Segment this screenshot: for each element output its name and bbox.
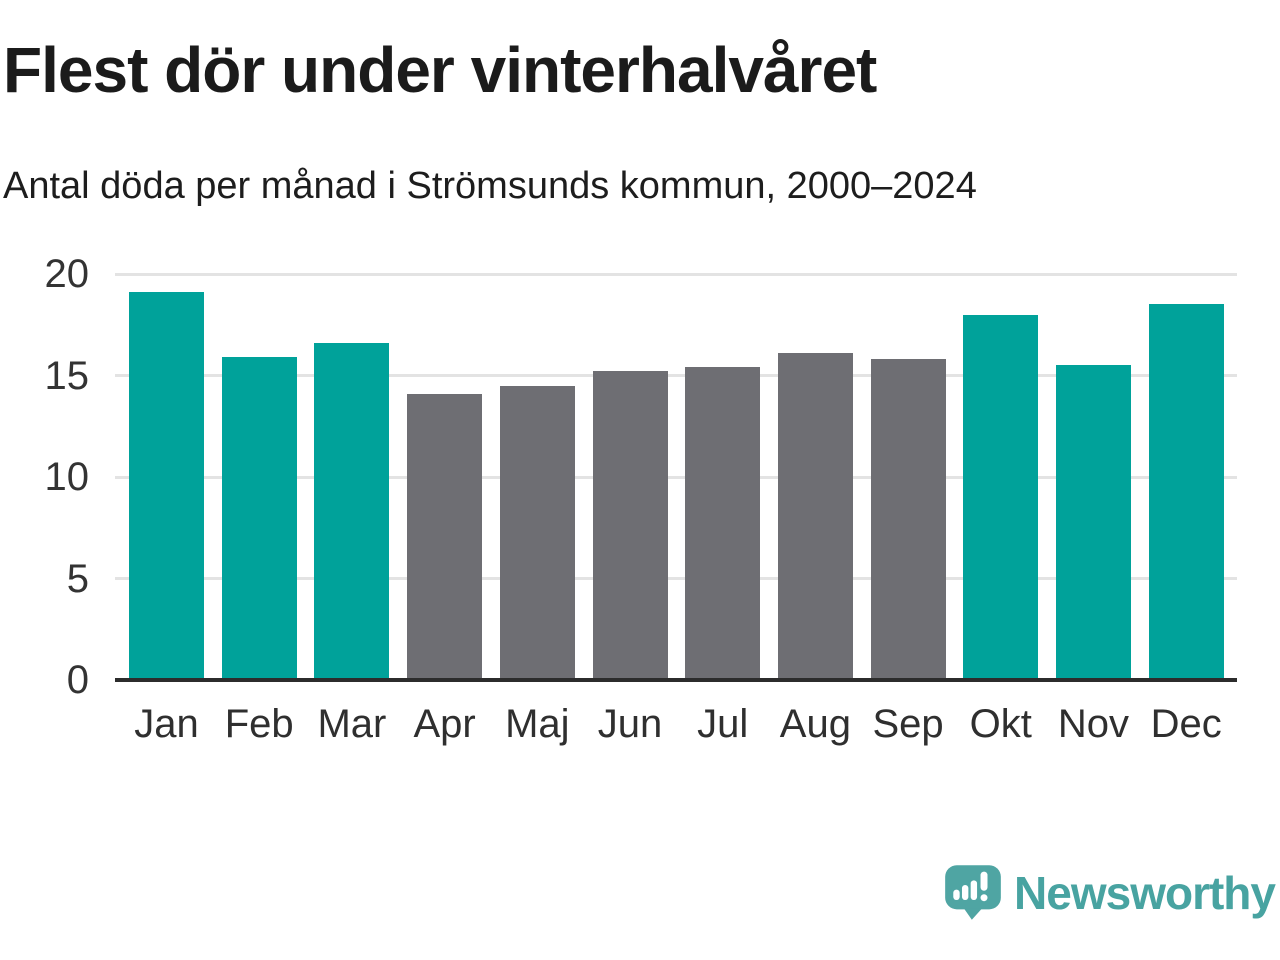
logo-exclamation-dot [980,894,988,902]
y-tick-label-10: 10 [44,455,90,499]
logo-bar-small [953,889,960,901]
chart-subtitle: Antal döda per månad i Strömsunds kommun… [3,165,977,207]
newsworthy-logo-text: Newsworthy [1014,866,1276,919]
bar-Jul [685,367,761,680]
x-axis-line [115,678,1237,682]
x-tick-label-Sep: Sep [872,702,944,746]
x-tick-label-Mar: Mar [317,702,387,746]
bar-Aug [777,353,853,680]
bar-Dec [1148,304,1224,680]
logo-bar-medium [962,884,969,901]
gridline-20 [115,272,1237,276]
bar-Jun [592,371,668,680]
y-tick-label-5: 5 [66,556,89,601]
gridline-5 [115,577,1237,580]
x-tick-label-Dec: Dec [1150,702,1222,746]
logo-bar-tall [970,880,978,901]
x-tick-label-Nov: Nov [1057,702,1130,746]
bar-Maj [499,385,575,680]
x-tick-label-Maj: Maj [505,702,570,746]
y-tick-label-20: 20 [44,252,90,296]
y-tick-label-15: 15 [44,353,90,398]
bar-Feb [221,357,297,680]
bar-Okt [963,314,1039,680]
newsworthy-logo-icon [945,865,1001,920]
chart-title: Flest dör under vinterhalvåret [3,34,877,106]
x-tick-label-Feb: Feb [224,702,294,746]
x-tick-label-Okt: Okt [969,702,1032,746]
bar-Nov [1056,365,1131,680]
gridline-15 [115,374,1237,377]
x-tick-label-Jul: Jul [697,702,749,746]
x-tick-label-Jun: Jun [597,702,663,746]
gridline-10 [115,475,1237,479]
y-tick-label-0: 0 [66,658,89,702]
bar-Mar [314,343,390,680]
bar-Apr [407,393,483,680]
x-tick-label-Apr: Apr [413,702,476,746]
x-tick-label-Jan: Jan [134,702,199,746]
x-tick-label-Aug: Aug [779,702,851,746]
bar-Jan [129,292,204,680]
newsworthy-logo: Newsworthy [944,864,1276,921]
bar-Sep [870,359,946,680]
logo-exclamation-bar [980,871,988,891]
plot-area: 0 5 10 15 20 Jan Feb Mar Apr Maj Jun Jul Aug Sep Okt N… [45,252,1237,746]
